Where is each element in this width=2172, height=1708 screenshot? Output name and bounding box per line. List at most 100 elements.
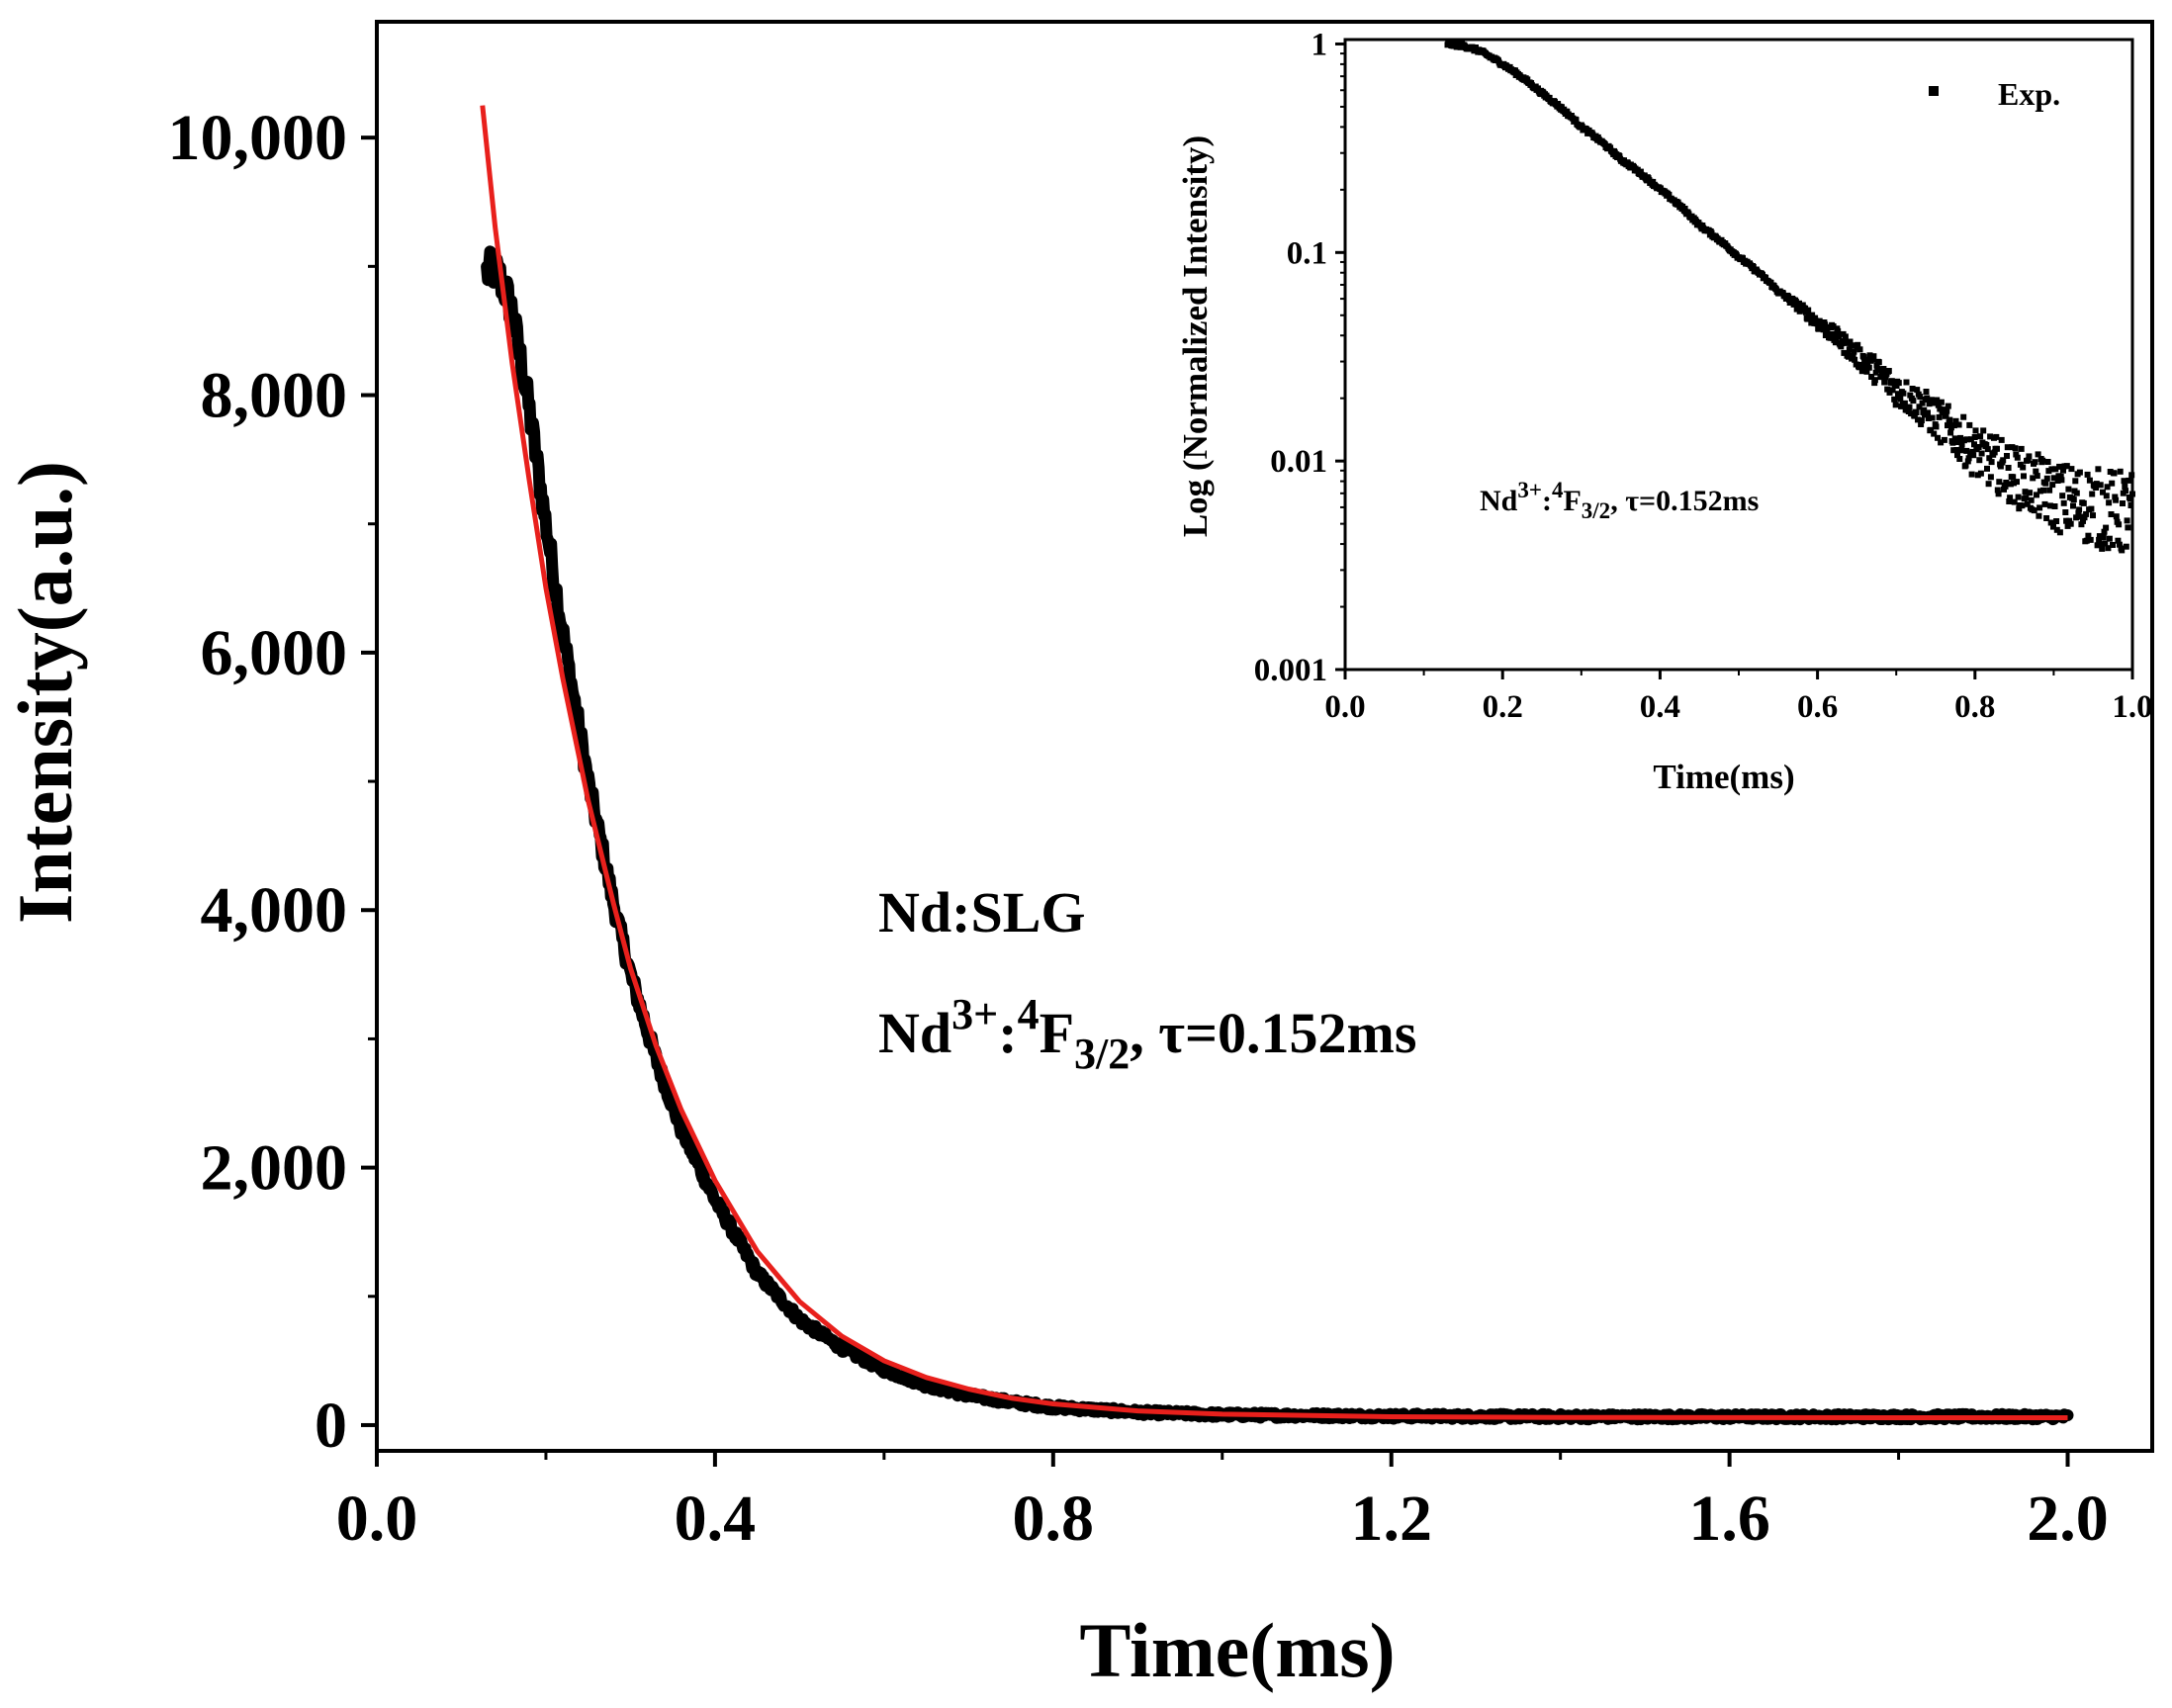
inset-y-axis-title: Log (Normalized Intensity) (1176, 135, 1215, 537)
inset-data-point (2035, 451, 2041, 458)
inset-data-point (1950, 422, 1957, 429)
inset-data-point (1943, 411, 1949, 418)
inset-data-point (2125, 524, 2131, 531)
inset-data-point (2101, 528, 2108, 535)
inset-anno-nd: Nd (1480, 485, 1518, 517)
inset-y-tick-label: 0.01 (1270, 444, 1327, 480)
inset-data-point (2100, 489, 2106, 495)
main-x-tick-label: 2.0 (2027, 1483, 2109, 1555)
inset-data-point (1846, 353, 1852, 360)
inset-data-point (1826, 331, 1833, 337)
inset-data-point (2058, 477, 2065, 484)
inset-data-point (2073, 490, 2080, 496)
inset-data-point (2047, 519, 2054, 526)
inset-data-point (1917, 394, 1924, 401)
inset-data-point (1816, 325, 1822, 332)
main-series-fit-line (480, 105, 2068, 1420)
inset-data-point (1947, 429, 1954, 436)
inset-data-point (1856, 346, 1863, 353)
inset-data-point (2106, 499, 2113, 506)
inset-data-point (2004, 444, 2011, 451)
inset-data-point (2124, 517, 2130, 524)
inset-data-point (2081, 514, 2088, 521)
inset-data-point (1836, 333, 1842, 339)
inset-data-point (1879, 374, 1886, 381)
inset-data-point (1936, 413, 1943, 420)
inset-data-point (1915, 416, 1921, 423)
inset-data-point (2036, 488, 2043, 494)
inset-data-point (2024, 500, 2031, 507)
inset-data-point (1994, 487, 2001, 494)
inset-data-point (1957, 447, 1964, 454)
anno-sub-j: 3/2 (1074, 1030, 1130, 1078)
inset-data-point (2063, 463, 2070, 470)
inset-data-point (1928, 397, 1935, 404)
inset-data-point (1871, 377, 1878, 384)
inset-data-point (2123, 488, 2129, 494)
inset-data-point (2042, 480, 2049, 487)
inset-data-point (2021, 473, 2027, 480)
inset-data-point (2117, 468, 2124, 475)
inset-data-point (1802, 305, 1809, 312)
inset-data-point (2109, 480, 2116, 487)
inset-data-point (1978, 450, 1985, 457)
main-y-tick-label: 2,000 (201, 1132, 348, 1205)
main-y-tick-label: 6,000 (201, 617, 348, 689)
inset-data-point (1928, 426, 1935, 433)
inset-data-point (2111, 470, 2118, 477)
inset-data-point (1951, 435, 1958, 442)
inset-data-point (2067, 520, 2074, 527)
inset-data-point (2073, 514, 2080, 521)
inset-data-point (1824, 327, 1831, 334)
inset-data-point (1968, 471, 1975, 478)
inset-data-point (2046, 502, 2053, 509)
inset-data-point (2064, 522, 2071, 529)
inset-data-point (1960, 437, 1967, 444)
inset-data-point (2123, 543, 2129, 550)
inset-data-point (2119, 547, 2126, 554)
inset-data-point (1838, 343, 1845, 350)
inset-data-point (1919, 400, 1926, 406)
inset-data-point (2031, 507, 2037, 514)
inset-data-point (2095, 466, 2102, 473)
inset-data-point (1843, 339, 1850, 346)
inset-data-point (1607, 144, 1614, 151)
inset-data-point (1835, 327, 1842, 334)
inset-data-point (2089, 491, 2096, 497)
inset-data-point (2103, 493, 2110, 499)
inset-data-point (1955, 421, 1962, 428)
inset-data-point (1852, 356, 1858, 363)
main-annotation-lifetime: Nd3+:4F3/2, τ=0.152ms (878, 990, 1416, 1078)
inset-anno-sup-charge: 3+ (1517, 478, 1542, 502)
inset-x-axis-title: Time(ms) (1653, 758, 1794, 796)
inset-data-point (1886, 389, 1893, 396)
inset-data-point (2046, 487, 2053, 494)
inset-data-point (1924, 395, 1931, 402)
inset-data-point (1938, 439, 1945, 446)
inset-data-point (2096, 536, 2103, 543)
inset-data-point (1855, 341, 1861, 348)
inset-data-point (2107, 469, 2114, 475)
inset-data-point (2012, 445, 2019, 452)
main-x-tick-label: 1.6 (1688, 1483, 1770, 1555)
inset-data-point (2087, 536, 2094, 543)
inset-y-tick-label: 0.001 (1254, 653, 1327, 688)
inset-data-point (1830, 323, 1837, 329)
inset-data-point (1950, 447, 1957, 454)
inset-data-point (2005, 465, 2012, 471)
inset-data-point (2004, 453, 2010, 459)
inset-data-point (1845, 350, 1852, 357)
inset-data-point (1666, 191, 1673, 198)
inset-data-point (2075, 509, 2082, 516)
inset-x-tick-label: 0.2 (1483, 689, 1523, 725)
inset-anno-sup-level: 4 (1552, 478, 1564, 502)
inset-data-point (2016, 505, 2023, 512)
inset-data-point (1913, 409, 1920, 415)
inset-data-point (1908, 410, 1915, 417)
inset-data-point (1974, 472, 1981, 479)
inset-data-point (1885, 368, 1892, 374)
inset-data-point (1964, 436, 1970, 443)
main-y-tick-label: 10,000 (168, 102, 348, 174)
inset-data-point (1972, 427, 1979, 434)
inset-legend: Exp. (1929, 76, 2060, 112)
